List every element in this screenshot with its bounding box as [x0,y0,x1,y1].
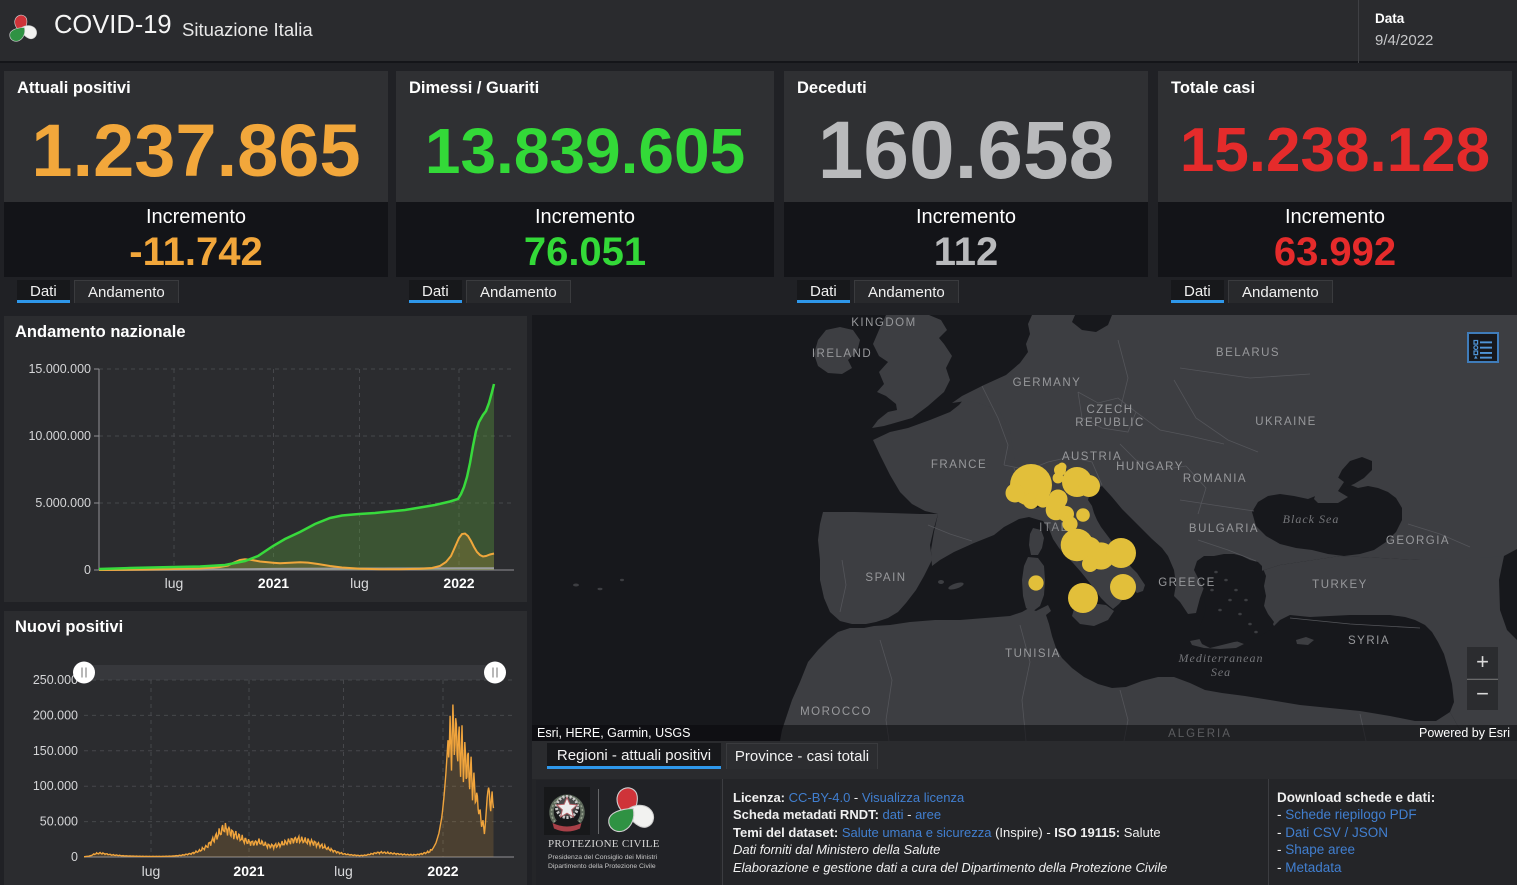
svg-text:ROMANIA: ROMANIA [1183,473,1247,485]
svg-text:Powered by Esri: Powered by Esri [1419,726,1510,740]
svg-text:15.000.000: 15.000.000 [28,362,91,376]
svg-text:lug: lug [334,863,353,879]
svg-text:50.000: 50.000 [40,815,78,829]
svg-text:Black Sea: Black Sea [1283,512,1340,526]
svg-text:SPAIN: SPAIN [865,572,906,584]
svg-text:150.000: 150.000 [33,744,78,758]
svg-text:2022: 2022 [443,575,474,591]
svg-text:MOROCCO: MOROCCO [800,706,872,718]
svg-text:BELARUS: BELARUS [1216,347,1280,359]
svg-text:BULGARIA: BULGARIA [1189,523,1259,535]
svg-text:FRANCE: FRANCE [931,459,987,471]
svg-text:250.000: 250.000 [33,673,78,687]
svg-text:HUNGARY: HUNGARY [1116,461,1184,473]
svg-text:lug: lug [142,863,161,879]
svg-text:lug: lug [165,575,184,591]
svg-text:AUSTRIA: AUSTRIA [1062,451,1122,463]
svg-text:KINGDOM: KINGDOM [851,317,916,329]
svg-text:Mediterranean: Mediterranean [1178,651,1264,665]
svg-text:2022: 2022 [427,863,458,879]
svg-text:100.000: 100.000 [33,779,78,793]
svg-text:2021: 2021 [233,863,264,879]
svg-text:REPUBLIC: REPUBLIC [1075,417,1145,429]
svg-text:0: 0 [71,850,78,864]
svg-text:SYRIA: SYRIA [1348,635,1390,647]
svg-text:GERMANY: GERMANY [1013,377,1082,389]
svg-text:5.000.000: 5.000.000 [35,496,91,510]
svg-text:GEORGIA: GEORGIA [1386,535,1450,547]
svg-text:Esri, HERE, Garmin, USGS: Esri, HERE, Garmin, USGS [537,726,691,740]
svg-text:CZECH: CZECH [1086,404,1133,416]
svg-text:Sea: Sea [1211,665,1231,679]
svg-text:GREECE: GREECE [1158,577,1216,589]
svg-text:0: 0 [84,563,91,577]
svg-text:ALGERIA: ALGERIA [1168,728,1232,740]
svg-text:2021: 2021 [258,575,289,591]
svg-text:TURKEY: TURKEY [1312,579,1368,591]
svg-text:IRELAND: IRELAND [812,348,872,360]
svg-text:lug: lug [350,575,369,591]
svg-text:10.000.000: 10.000.000 [28,429,91,443]
svg-text:TUNISIA: TUNISIA [1005,648,1061,660]
svg-text:UKRAINE: UKRAINE [1255,416,1317,428]
svg-text:200.000: 200.000 [33,708,78,722]
